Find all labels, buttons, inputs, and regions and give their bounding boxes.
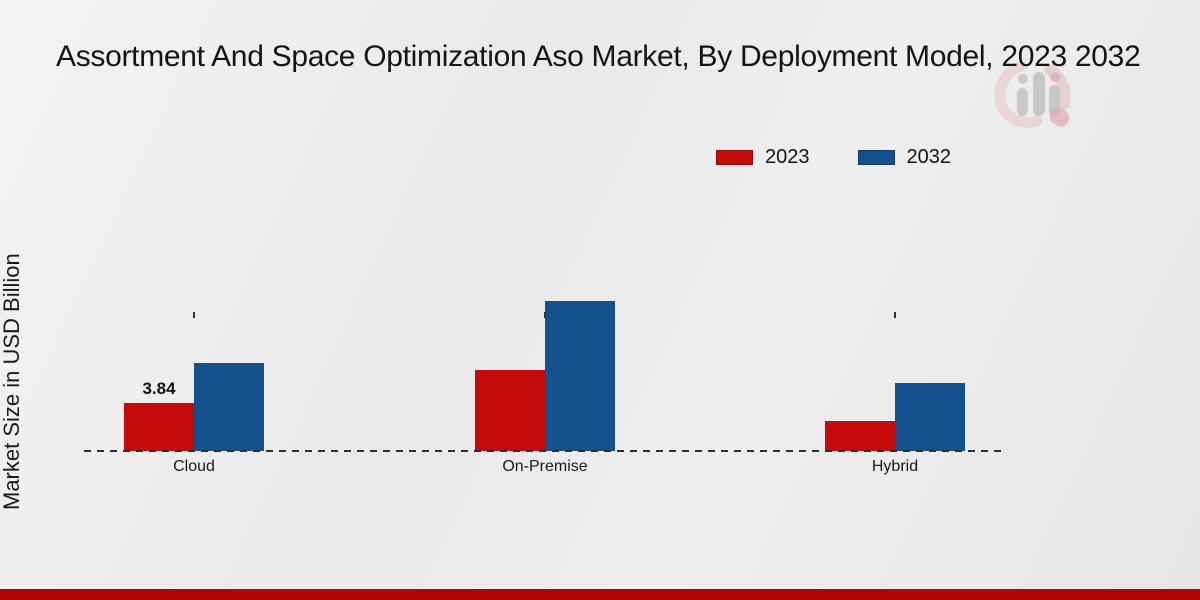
- legend-swatch-2023-icon: [716, 150, 753, 165]
- bar-hybrid-2032: [895, 383, 965, 451]
- bar-hybrid-2023: [825, 421, 895, 451]
- x-tick-hybrid: [894, 312, 896, 318]
- plot-area: 3.84: [84, 140, 1004, 452]
- y-axis-label: Market Size in USD Billion: [0, 253, 24, 510]
- bar-cloud-2023: [124, 403, 194, 451]
- x-tick-cloud: [193, 312, 195, 318]
- legend: 2023 2032: [716, 146, 951, 169]
- bar-on-premise-2032: [545, 301, 615, 451]
- bar-on-premise-2023: [475, 370, 545, 451]
- legend-swatch-2032-icon: [857, 150, 895, 165]
- bar-chart-magnifier-logo-icon: [994, 60, 1071, 128]
- legend-item-2032: 2032: [857, 146, 952, 169]
- legend-item-2023: 2023: [716, 146, 810, 169]
- bar-value-label: 3.84: [142, 379, 176, 398]
- legend-label-2023: 2023: [765, 146, 810, 168]
- footer-accent-bar: [0, 589, 1200, 600]
- category-label-hybrid: Hybrid: [871, 458, 919, 475]
- x-axis-baseline: [84, 450, 1004, 452]
- bar-cloud-2032: [194, 363, 264, 451]
- chart-title: Assortment And Space Optimization Aso Ma…: [56, 40, 1141, 73]
- x-tick-on-premise: [544, 312, 546, 318]
- category-label-on-premise: On-Premise: [502, 458, 588, 475]
- category-label-cloud: Cloud: [173, 458, 215, 475]
- legend-label-2032: 2032: [906, 146, 952, 168]
